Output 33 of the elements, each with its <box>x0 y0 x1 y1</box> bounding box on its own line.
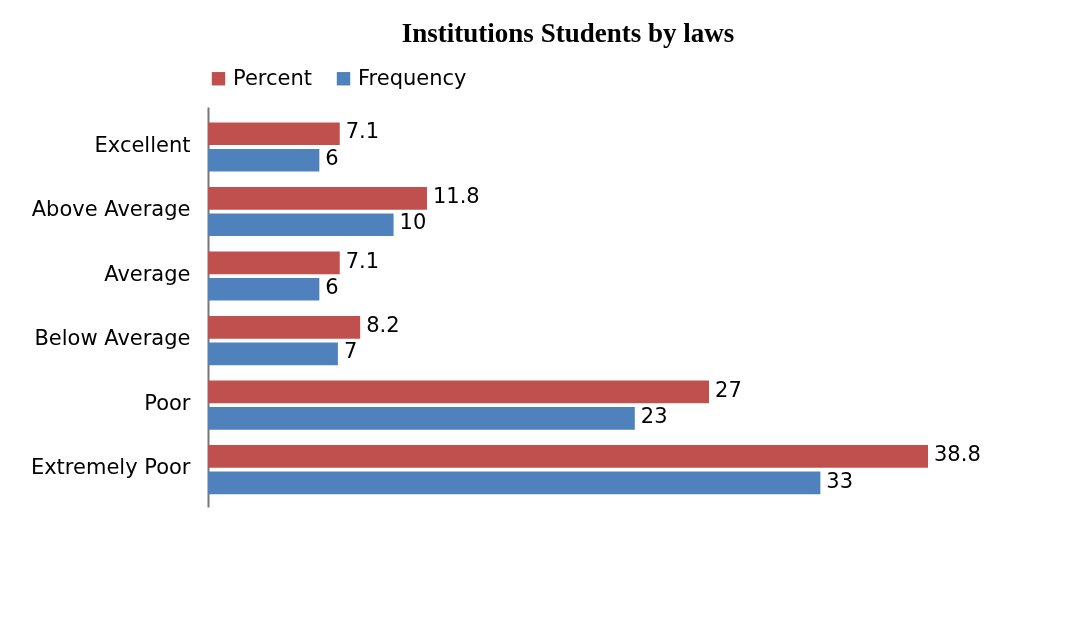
y-tick-label: Below Average <box>34 326 191 351</box>
chart-title: Institutions Students by laws <box>401 18 735 48</box>
bar <box>208 213 394 237</box>
bar <box>208 187 427 210</box>
data-label: 27 <box>715 377 742 402</box>
bar <box>208 471 821 495</box>
data-label: 7.1 <box>345 248 380 273</box>
data-label: 8.2 <box>366 313 400 338</box>
bar <box>208 407 635 430</box>
bar <box>208 342 338 366</box>
data-label: 23 <box>640 404 668 429</box>
data-label: 7.1 <box>345 119 380 144</box>
bar <box>208 251 340 275</box>
data-label: 6 <box>325 274 339 299</box>
bar <box>208 445 928 468</box>
bar <box>208 148 320 172</box>
y-tick-label: Above Average <box>31 197 191 222</box>
bar <box>208 122 340 146</box>
y-tick-label: Excellent <box>94 132 191 157</box>
bar <box>208 316 361 339</box>
legend-label: Percent <box>233 65 313 90</box>
data-label: 38.8 <box>934 442 981 467</box>
data-label: 7 <box>343 339 358 364</box>
bar <box>208 277 320 301</box>
y-tick-label: Poor <box>144 390 191 415</box>
legend-label: Frequency <box>358 65 467 90</box>
bar <box>208 380 710 404</box>
data-label: 10 <box>399 210 427 235</box>
data-label: 33 <box>826 468 854 493</box>
data-label: 6 <box>325 145 339 170</box>
data-label: 11.8 <box>432 183 480 208</box>
y-tick-label: Extremely Poor <box>30 455 191 480</box>
y-tick-label: Average <box>104 261 191 286</box>
